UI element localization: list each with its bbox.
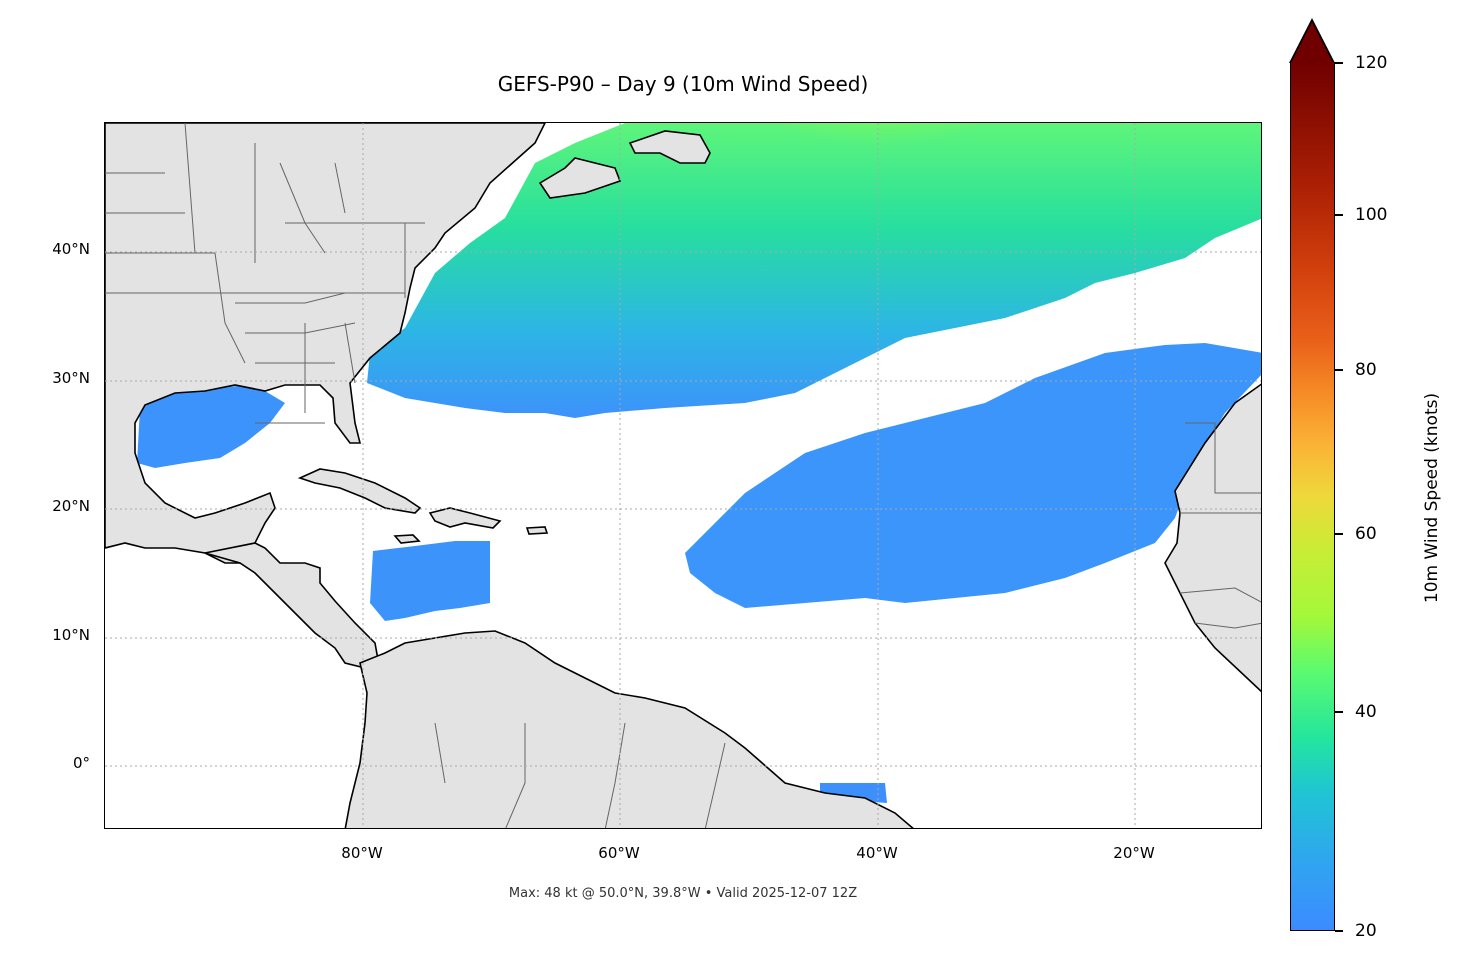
lat-tick-10n: 10°N: [52, 626, 90, 644]
lat-tick-0: 0°: [72, 754, 90, 772]
lon-tick-40w: 40°W: [856, 844, 898, 862]
colorbar-tick-mark: [1335, 62, 1343, 64]
land-masses: [105, 123, 1261, 828]
colorbar-tick-60: 60: [1355, 524, 1377, 544]
lat-tick-30n: 30°N: [52, 369, 90, 387]
lat-tick-20n: 20°N: [52, 497, 90, 515]
colorbar-tick-120: 120: [1355, 53, 1388, 73]
lon-tick-20w: 20°W: [1113, 844, 1155, 862]
colorbar-tick-40: 40: [1355, 702, 1377, 722]
max-value-caption: Max: 48 kt @ 50.0°N, 39.8°W • Valid 2025…: [508, 886, 858, 901]
colorbar-tick-mark: [1335, 930, 1343, 932]
colorbar-tick-mark: [1335, 214, 1343, 216]
chart-title: GEFS-P90 – Day 9 (10m Wind Speed): [497, 72, 869, 96]
colorbar-tick-20: 20: [1355, 921, 1377, 941]
gridlines: [105, 123, 1261, 828]
lon-tick-80w: 80°W: [341, 844, 383, 862]
colorbar-tick-mark: [1335, 533, 1343, 535]
map-plot-area[interactable]: [104, 122, 1262, 829]
colorbar-tick-mark: [1335, 369, 1343, 371]
colorbar-tick-mark: [1335, 711, 1343, 713]
colorbar: [1290, 62, 1335, 931]
lon-tick-60w: 60°W: [598, 844, 640, 862]
colorbar-tick-100: 100: [1355, 205, 1388, 225]
state-borders: [105, 123, 1261, 828]
lat-tick-40n: 40°N: [52, 240, 90, 258]
map-canvas: [105, 123, 1261, 828]
colorbar-label: 10m Wind Speed (knots): [1422, 392, 1442, 604]
colorbar-tick-80: 80: [1355, 360, 1377, 380]
colorbar-extend-arrow-fill: [1291, 22, 1333, 63]
wind-field: [137, 123, 1261, 803]
